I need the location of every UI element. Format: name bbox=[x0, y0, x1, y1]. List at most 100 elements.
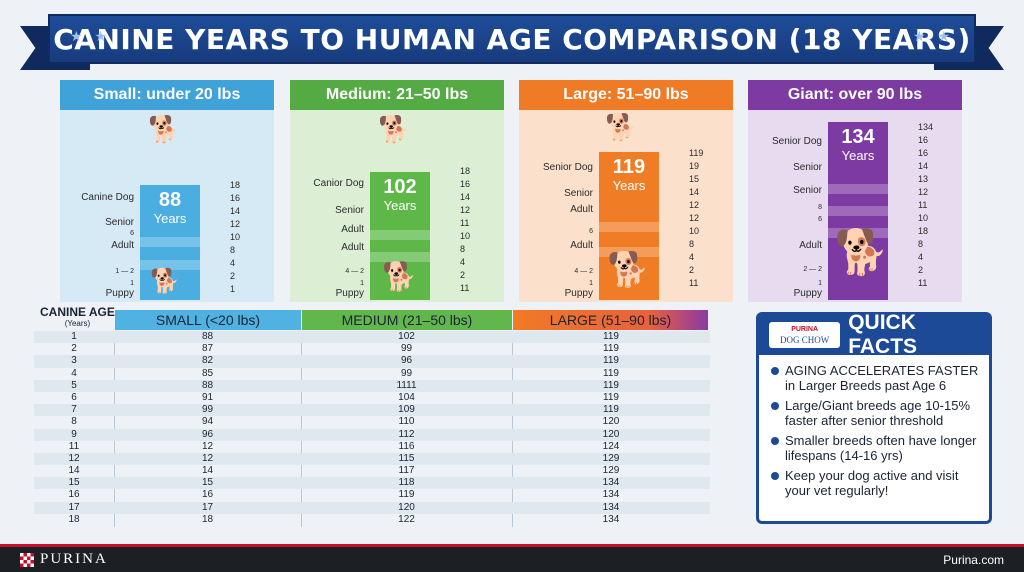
medium-age-cell: 117 bbox=[398, 465, 415, 477]
stage-label: Senior Dog bbox=[542, 162, 593, 173]
medium-age-cell: 112 bbox=[398, 428, 415, 440]
small-age-cell: 82 bbox=[201, 355, 214, 367]
card-large: Large: 51–90 lbs 🐕 119 Years 🐕 Senior Do… bbox=[519, 80, 733, 302]
great-dane-icon: 🐕 bbox=[834, 228, 889, 277]
tick-label: 4 bbox=[460, 257, 466, 267]
medium-age-cell: 96 bbox=[400, 355, 413, 367]
age-column: 119 Years 🐕 bbox=[599, 152, 659, 300]
medium-age-cell: 120 bbox=[398, 501, 415, 513]
canine-age-cell: 5 bbox=[71, 379, 77, 391]
tick-label: 12 bbox=[230, 219, 241, 229]
brand-name: DOG CHOW bbox=[779, 335, 830, 345]
footer-link[interactable]: Purina.com bbox=[943, 552, 1004, 567]
medium-age-cell: 109 bbox=[398, 404, 415, 416]
column-header-medium: MEDIUM (21–50 lbs) bbox=[302, 310, 512, 330]
small-age-cell: 88 bbox=[201, 331, 214, 342]
golden-retriever-icon: 🐕 bbox=[605, 112, 638, 142]
fact-item: Keep your dog active and visit your vet … bbox=[771, 468, 979, 498]
table-row: 15 15 118 134 bbox=[34, 477, 710, 490]
card-title: Giant: over 90 lbs bbox=[748, 80, 962, 110]
small-age-cell: 88 bbox=[201, 379, 214, 391]
tick-label: 4 bbox=[230, 258, 236, 268]
large-age-cell: 120 bbox=[602, 428, 620, 440]
tick-label: 19 bbox=[689, 161, 700, 171]
age-table: 1 88 102 119 2 87 99 119 3 82 96 119 4 85 99 119 5 88 1111… bbox=[34, 331, 710, 526]
large-age-cell: 134 bbox=[602, 489, 620, 501]
canine-age-cell: 17 bbox=[68, 501, 80, 513]
small-age-cell: 96 bbox=[201, 428, 214, 440]
table-row: 11 12 116 124 bbox=[34, 441, 710, 453]
card-giant: Giant: over 90 lbs 134 Years 🐕 Senior Do… bbox=[748, 80, 962, 302]
stage-label: 4 — 2 bbox=[574, 268, 593, 275]
tick-label: 1 bbox=[230, 284, 236, 294]
medium-age-cell: 110 bbox=[398, 416, 415, 428]
fact-item: Smaller breeds often have longer lifespa… bbox=[771, 433, 979, 463]
human-age-value: 119 bbox=[612, 156, 646, 178]
large-age-cell: 129 bbox=[602, 452, 620, 464]
medium-age-cell: 115 bbox=[398, 452, 415, 464]
large-age-cell: 119 bbox=[603, 404, 619, 416]
large-age-cell: 134 bbox=[602, 513, 620, 525]
canine-age-header: CANINE AGE (Years) bbox=[40, 306, 115, 329]
tick-label: 16 bbox=[460, 179, 471, 189]
stage-label: Adult bbox=[341, 224, 364, 235]
tick-label: 10 bbox=[460, 231, 471, 241]
canine-age-cell: 11 bbox=[68, 440, 80, 452]
small-age-cell: 17 bbox=[201, 501, 214, 513]
medium-age-cell: 118 bbox=[398, 477, 415, 489]
small-age-cell: 99 bbox=[201, 404, 214, 416]
stage-label: 1 — 2 bbox=[115, 268, 134, 275]
canine-age-cell: 3 bbox=[71, 355, 77, 367]
stage-label: 1 bbox=[818, 280, 822, 287]
tick-label: 18 bbox=[918, 226, 929, 236]
small-age-cell: 16 bbox=[201, 489, 214, 501]
stage-label: Canine Dog bbox=[81, 192, 134, 203]
age-column: 102 Years 🐕 bbox=[370, 172, 430, 300]
small-age-cell: 87 bbox=[201, 343, 214, 355]
tick-label: 12 bbox=[689, 200, 700, 210]
tick-label: 12 bbox=[460, 205, 471, 215]
table-row: 18 18 122 134 bbox=[34, 514, 710, 526]
small-age-cell: 15 bbox=[201, 477, 214, 489]
large-age-cell: 134 bbox=[602, 477, 620, 489]
quick-facts-panel: PURINA DOG CHOW QUICK FACTS AGING ACCELE… bbox=[756, 311, 992, 524]
tick-label: 8 bbox=[460, 244, 466, 254]
years-label: Years bbox=[612, 178, 646, 193]
canine-age-cell: 8 bbox=[71, 416, 77, 428]
checkerboard-icon bbox=[20, 552, 34, 567]
years-label: Years bbox=[841, 148, 875, 163]
stage-label: Senior bbox=[564, 188, 593, 199]
banner-bar: ★ ★ CANINE YEARS TO HUMAN AGE COMPARISON… bbox=[48, 14, 976, 64]
large-age-cell: 129 bbox=[602, 465, 620, 477]
tick-label: 15 bbox=[689, 174, 700, 184]
stage-label: Adult bbox=[799, 240, 822, 251]
card-small: Small: under 20 lbs 🐕 88 Years 🐕 Canine … bbox=[60, 80, 274, 302]
table-row: 17 17 120 134 bbox=[34, 501, 710, 514]
quick-facts-title: QUICK FACTS bbox=[848, 311, 918, 358]
age-column: 134 Years 🐕 bbox=[828, 122, 889, 300]
medium-age-cell: 116 bbox=[398, 440, 415, 452]
medium-age-cell: 1111 bbox=[396, 379, 417, 391]
large-age-cell: 119 bbox=[603, 379, 619, 391]
table-row: 3 82 96 119 bbox=[34, 355, 710, 368]
human-age-value: 88 bbox=[158, 189, 182, 211]
stage-label: Adult bbox=[111, 240, 134, 251]
large-age-cell: 119 bbox=[603, 343, 619, 355]
stage-label: Senior bbox=[793, 185, 822, 196]
stage-label: Senior bbox=[335, 205, 364, 216]
card-medium: Medium: 21–50 lbs 🐕 102 Years 🐕 Canior D… bbox=[290, 80, 504, 302]
footer: PURINA Purina.com bbox=[0, 544, 1024, 572]
canine-age-cell: 15 bbox=[68, 477, 80, 489]
medium-age-cell: 119 bbox=[398, 489, 415, 501]
table-row: 1 88 102 119 bbox=[34, 331, 710, 344]
canine-age-cell: 6 bbox=[71, 391, 77, 403]
beagle-icon: 🐕 bbox=[382, 261, 417, 292]
stage-label: Senior bbox=[793, 162, 822, 173]
tick-label: 11 bbox=[689, 278, 699, 288]
tick-label: 10 bbox=[230, 232, 241, 242]
tick-label: 119 bbox=[689, 148, 704, 158]
dachshund-icon: 🐕 bbox=[150, 268, 180, 295]
fact-item: Large/Giant breeds age 10-15% faster aft… bbox=[771, 398, 979, 428]
tick-label: 13 bbox=[918, 174, 929, 184]
small-age-cell: 94 bbox=[201, 416, 214, 428]
